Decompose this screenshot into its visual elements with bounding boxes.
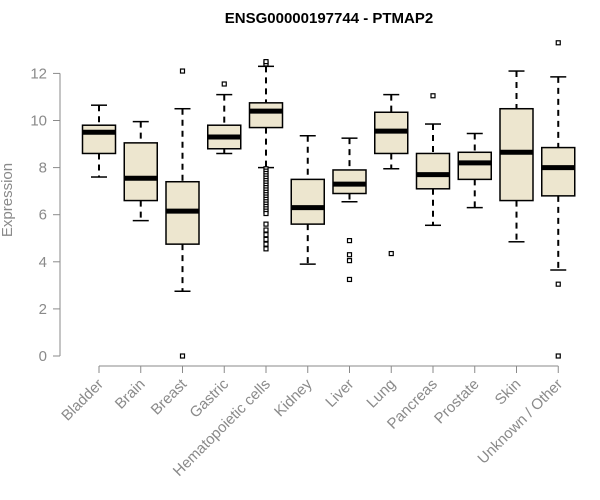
chart-title: ENSG00000197744 - PTMAP2 <box>225 10 433 27</box>
x-tick-label: Brain <box>112 376 149 413</box>
x-tick-label: Prostate <box>431 376 483 428</box>
iqr-box <box>457 151 492 181</box>
y-tick-label: 4 <box>39 254 47 271</box>
outlier-point <box>430 93 436 99</box>
box-brain <box>123 120 158 222</box>
outlier-point <box>179 68 186 74</box>
outlier-point <box>179 353 186 359</box>
y-tick-label: 2 <box>39 301 47 318</box>
outlier-point <box>263 236 269 243</box>
outlier-point <box>263 210 269 217</box>
outlier-point <box>263 246 269 252</box>
y-tick-label: 0 <box>39 348 47 365</box>
x-tick-label: Skin <box>492 376 525 409</box>
outlier-point <box>346 258 353 264</box>
iqr-box <box>81 124 117 155</box>
x-tick-label: Liver <box>322 376 357 411</box>
box-lung <box>374 93 409 257</box>
outlier-point <box>346 252 353 258</box>
y-tick-label: 8 <box>39 160 47 177</box>
iqr-box <box>123 142 158 202</box>
box-skin <box>499 70 534 243</box>
y-tick-label: 10 <box>30 113 47 130</box>
y-tick-label: 12 <box>30 65 47 82</box>
outlier-point <box>263 227 269 233</box>
outlier-point <box>263 232 269 238</box>
outlier-point <box>263 59 269 65</box>
x-tick-label: Lung <box>363 376 399 412</box>
outlier-point <box>346 276 353 283</box>
x-tick-label: Kidney <box>271 375 316 420</box>
axes: 0 2 4 6 8 10 12 <box>30 65 559 373</box>
box-liver <box>332 137 367 283</box>
box-breast <box>165 68 200 359</box>
iqr-box <box>248 102 284 129</box>
outlier-point <box>221 81 227 87</box>
iqr-box <box>290 178 325 225</box>
outlier-point <box>388 250 394 257</box>
box-hematopoietic-cells <box>248 59 284 252</box>
outlier-point <box>555 353 561 359</box>
iqr-box <box>415 152 451 190</box>
outlier-point <box>555 40 561 46</box>
outlier-point <box>555 281 561 287</box>
x-tick-label: Breast <box>148 375 191 418</box>
box-prostate <box>457 132 492 209</box>
x-tick-label: Bladder <box>58 376 107 425</box>
boxes <box>81 40 576 359</box>
outlier-point <box>346 238 353 244</box>
outlier-point <box>263 221 269 227</box>
y-tick-label: 6 <box>39 207 47 224</box>
box-gastric <box>207 81 242 155</box>
iqr-box <box>541 146 576 197</box>
box-bladder <box>81 104 117 178</box>
outlier-point <box>263 241 269 247</box>
box-pancreas <box>415 93 451 227</box>
box-kidney <box>290 135 325 265</box>
y-axis-label: Expression <box>0 163 16 237</box>
box-unknown-other <box>541 40 576 359</box>
